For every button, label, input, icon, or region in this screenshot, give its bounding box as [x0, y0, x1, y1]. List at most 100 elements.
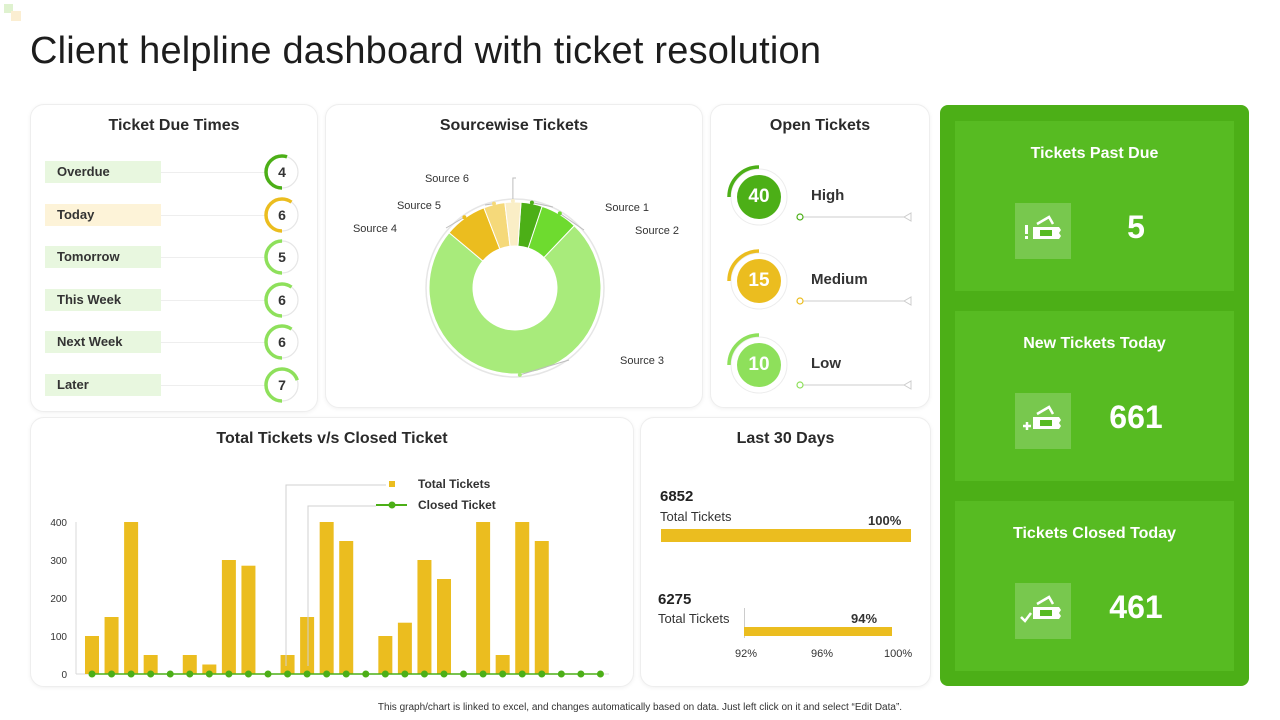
due-row: Next Week 6: [45, 324, 303, 360]
ticket-due-times-card: Ticket Due Times Overdue 4 Today 6 Tomorrow 5…: [30, 104, 318, 412]
donut-leader-line: [531, 202, 554, 208]
bar-total-tickets: [476, 522, 491, 674]
open-tickets-title: Open Tickets: [769, 117, 871, 134]
open-tickets-card: Open Tickets 40 High 15 Medium 10 Low: [710, 104, 930, 408]
donut-label: Source 1: [605, 202, 649, 214]
open-ticket-row: 10 Low: [711, 329, 931, 399]
legend-swatch-total: [389, 481, 395, 487]
legend-leader-line: [285, 484, 386, 666]
due-connector: [161, 384, 267, 386]
sourcewise-tickets-title: Sourcewise Tickets: [439, 117, 589, 134]
due-label: Tomorrow: [45, 246, 161, 268]
bar-total-tickets: [515, 522, 530, 674]
last30-axis-tick: 92%: [735, 648, 758, 660]
tickets-closed-today-box: Tickets Closed Today 461: [955, 501, 1234, 671]
donut-label: Source 4: [353, 223, 397, 235]
due-row: Tomorrow 5: [45, 239, 303, 275]
closed-ticket-point: [577, 670, 585, 678]
due-ring: [264, 239, 300, 275]
open-ticket-label: High: [811, 187, 845, 204]
due-value: 5: [278, 249, 286, 265]
stat-value: 5: [1127, 209, 1145, 245]
ticket-add-icon: [1015, 393, 1071, 449]
closed-ticket-point: [557, 670, 565, 678]
due-value: 6: [278, 334, 286, 350]
stat-value: 461: [1109, 589, 1163, 625]
due-value: 6: [278, 291, 286, 308]
donut-label: Source 6: [425, 173, 469, 185]
due-ring: [264, 324, 300, 360]
due-value: 4: [278, 164, 286, 180]
bar-total-tickets: [85, 636, 99, 674]
last30-number-1: 6852: [660, 488, 694, 505]
bar-total-tickets: [397, 622, 412, 674]
donut-leader-dot: [462, 215, 467, 220]
closed-ticket-point: [166, 670, 174, 678]
due-ring: [264, 196, 300, 233]
due-row: Overdue 4: [45, 154, 303, 190]
legend-swatch-closed-dot: [388, 501, 396, 509]
legend-label-closed: Closed Ticket: [418, 498, 496, 512]
total-vs-closed-card: Total Tickets v/s Closed Ticket 0 100 200 3…: [30, 417, 634, 687]
due-row: Today 6: [45, 196, 303, 233]
stat-title: Tickets Closed Today: [1012, 525, 1176, 542]
last30-axis-tick: 96%: [811, 648, 834, 660]
closed-ticket-point: [108, 670, 116, 678]
open-ticket-label: Low: [811, 355, 841, 372]
last30-axis-tick: 100%: [884, 648, 913, 660]
total-vs-closed-bar-chart[interactable]: 0 100 200 300 400 Total Tickets Closed Ticket: [31, 418, 635, 688]
ticket-alert-icon: [1015, 203, 1071, 259]
due-row: Later 7: [45, 366, 303, 403]
closed-ticket-point: [362, 670, 370, 678]
due-label: Today: [45, 203, 161, 226]
due-connector: [161, 172, 267, 173]
bar-total-tickets: [104, 617, 119, 674]
y-tick-label: 200: [50, 594, 67, 605]
due-label: Later: [45, 373, 161, 396]
closed-ticket-point: [499, 670, 507, 678]
open-ticket-row: 40 High: [711, 161, 931, 231]
y-tick-label: 0: [61, 670, 67, 681]
donut-leader-line: [445, 216, 465, 229]
donut-leader-dot: [491, 201, 496, 206]
donut-label: Source 3: [620, 355, 664, 367]
donut-leader-line: [512, 177, 516, 202]
closed-ticket-point: [381, 670, 389, 678]
donut-leader-dot: [517, 372, 522, 377]
due-row: This Week 6: [45, 281, 303, 318]
closed-ticket-point: [538, 670, 546, 678]
closed-ticket-point: [420, 670, 428, 678]
closed-ticket-point: [518, 670, 526, 678]
due-value: 7: [278, 376, 286, 393]
donut-label: Source 5: [397, 200, 441, 212]
last30-label-2: Total Tickets: [658, 611, 730, 626]
bar-chart-title: Total Tickets v/s Closed Ticket: [216, 430, 448, 447]
bar-total-tickets: [378, 636, 393, 674]
stat-title: Tickets Past Due: [1030, 145, 1159, 162]
donut-label: Source 2: [635, 225, 679, 237]
corner-decoration: [4, 4, 22, 22]
donut-leader-dot: [510, 199, 515, 204]
due-label: This Week: [45, 288, 161, 311]
due-ring: [264, 154, 300, 190]
closed-ticket-point: [596, 670, 604, 678]
last30-label-1: Total Tickets: [660, 509, 732, 524]
donut-leader-dot: [557, 211, 562, 216]
footer-note: This graph/chart is linked to excel, and…: [377, 702, 903, 713]
due-connector: [161, 299, 267, 301]
last30-bar-2: [744, 627, 892, 636]
open-ticket-count: 10: [737, 343, 781, 387]
donut-leader-dot: [529, 200, 534, 205]
bar-total-tickets: [182, 655, 197, 674]
closed-ticket-point: [284, 670, 292, 678]
bar-total-tickets: [339, 541, 354, 674]
open-ticket-count: 40: [737, 175, 781, 219]
bar-total-tickets: [241, 565, 256, 674]
closed-ticket-point: [479, 670, 487, 678]
closed-ticket-point: [205, 670, 213, 678]
closed-ticket-point: [186, 670, 194, 678]
bar-total-tickets: [300, 617, 315, 674]
open-ticket-count: 15: [737, 259, 781, 303]
due-value: 6: [278, 206, 286, 223]
